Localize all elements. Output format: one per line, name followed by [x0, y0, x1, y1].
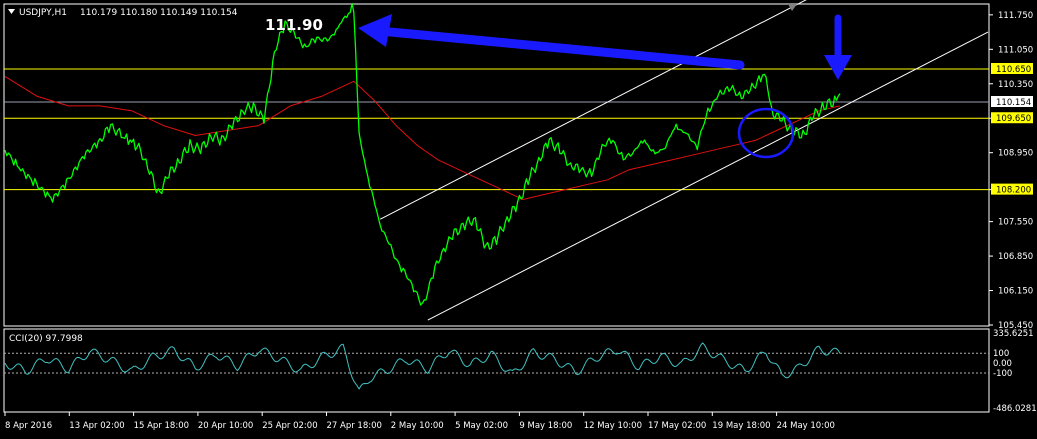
cci-axis-label: 0.00: [993, 359, 1012, 369]
price-line: [4, 2, 841, 306]
channel-line: [427, 31, 989, 321]
level-tag-label: 110.650: [996, 65, 1031, 75]
current-price-tag: [991, 96, 1033, 107]
cci-label: CCI(20) 97.7998: [9, 334, 83, 344]
y-tick-label: 108.950: [998, 149, 1033, 159]
price-panel-frame: [3, 3, 990, 327]
y-tick-label: 111.750: [998, 11, 1033, 21]
price-axis: 111.750 111.050 110.350 109.650 108.950 108.2…: [989, 11, 1033, 331]
cci-levels: [4, 352, 989, 374]
cci-line: [4, 342, 841, 390]
symbol-label: USDJPY,H1: [19, 8, 67, 18]
level-tag-label: 108.200: [996, 186, 1031, 196]
x-tick-label: 5 May 02:00: [455, 421, 508, 431]
time-axis: 8 Apr 2016 13 Apr 02:00 15 Apr 18:00 20 Apr…: [4, 412, 835, 431]
ohlc-values: 110.179 110.180 110.149 110.154: [80, 8, 238, 18]
peak-label: 111.90: [265, 16, 323, 34]
channel-line: [380, 0, 807, 220]
moving-average-line: [4, 75, 841, 200]
x-tick-label: 12 May 10:00: [584, 421, 642, 431]
down-arrow-icon: [824, 14, 852, 80]
horizontal-levels: [4, 68, 989, 191]
cci-series: [4, 342, 841, 390]
moving-average: [4, 75, 841, 200]
top-marker-icon: [788, 4, 797, 11]
y-tick-label: 105.450: [998, 321, 1033, 331]
x-tick-label: 24 May 10:00: [777, 421, 835, 431]
menu-triangle-icon[interactable]: [8, 9, 15, 14]
x-tick-label: 20 Apr 10:00: [198, 421, 253, 431]
highlight-circle: [737, 107, 795, 159]
cci-axis-label: -486.0281: [993, 404, 1037, 414]
x-tick-label: 17 May 02:00: [648, 421, 706, 431]
x-tick-label: 2 May 10:00: [391, 421, 444, 431]
cci-axis-label: 100: [993, 349, 1009, 359]
level-tag: [991, 112, 1033, 124]
y-tick-label: 106.150: [998, 287, 1033, 297]
left-arrow-icon: [358, 14, 745, 70]
price-series: [4, 2, 841, 306]
x-tick-label: 25 Apr 02:00: [262, 421, 317, 431]
x-tick-label: 8 Apr 2016: [5, 421, 52, 431]
x-tick-label: 19 May 18:00: [712, 421, 770, 431]
level-tag-label: 109.650: [996, 114, 1031, 124]
level-tags: 110.650 109.650 108.200 110.154: [991, 63, 1033, 196]
cci-axis-label: -100: [993, 369, 1012, 379]
channel-lines: [380, 0, 989, 321]
cci-axis-label: 335.6251: [993, 329, 1034, 339]
y-tick-label: 110.350: [998, 80, 1033, 90]
x-tick-label: 15 Apr 18:00: [134, 421, 189, 431]
current-price-label: 110.154: [996, 98, 1031, 108]
x-tick-label: 9 May 18:00: [519, 421, 572, 431]
x-tick-label: 27 Apr 18:00: [327, 421, 382, 431]
x-tick-label: 13 Apr 02:00: [69, 421, 124, 431]
y-tick-label: 107.550: [998, 218, 1033, 228]
level-tag: [991, 63, 1033, 74]
cci-panel-frame: [3, 328, 990, 413]
y-tick-label: 106.850: [998, 252, 1033, 262]
y-tick-label: 111.050: [998, 45, 1033, 55]
level-tag: [991, 183, 1033, 195]
